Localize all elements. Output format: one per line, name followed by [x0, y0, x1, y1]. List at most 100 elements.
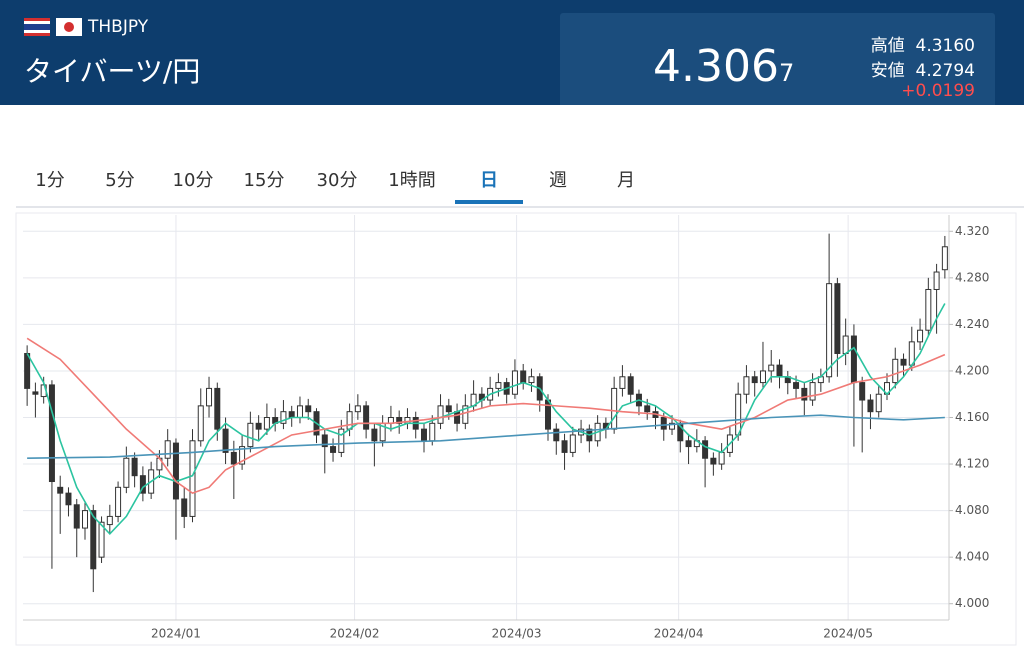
candle-body [437, 405, 444, 424]
candle-body [429, 422, 436, 442]
candle-body [669, 422, 676, 430]
candle-body [892, 358, 899, 384]
tab[interactable]: 5分 [105, 170, 135, 191]
candle-body [462, 405, 469, 424]
candle-body [48, 384, 55, 483]
header: THBJPY タイバーツ/円 4.3067 高値 4.3160 安値 4.279… [0, 0, 1024, 105]
x-tick-label: 2024/04 [654, 627, 704, 641]
tab[interactable]: 週 [549, 170, 567, 191]
candle-body [569, 434, 576, 453]
low-label: 安値 [870, 61, 905, 81]
candle-body [263, 417, 270, 430]
candle-body [627, 376, 634, 395]
candle-body [809, 382, 816, 401]
candle-body [768, 364, 775, 372]
candle-body [90, 510, 97, 570]
candle-body [495, 382, 502, 389]
candle-body [321, 434, 328, 448]
candle-body [420, 428, 427, 442]
candle-body [743, 376, 750, 395]
y-tick-label: 4.200 [955, 363, 989, 377]
candle-body [925, 288, 932, 331]
candle-body [164, 440, 171, 459]
y-tick-label: 4.000 [955, 596, 989, 610]
tab[interactable]: 日 [455, 166, 523, 204]
candle-body [24, 352, 31, 389]
y-tick-label: 4.120 [955, 457, 989, 471]
pair-name: タイバーツ/円 [24, 55, 201, 88]
tab[interactable]: 15分 [243, 170, 285, 191]
candle-body [867, 399, 874, 413]
candle-body [759, 370, 766, 384]
tab[interactable]: 10分 [172, 170, 214, 191]
change: +0.0199 [901, 81, 975, 101]
candle-body [172, 442, 179, 500]
candle-body [197, 405, 204, 442]
plot-frame [15, 212, 1017, 646]
y-tick-label: 4.080 [955, 503, 989, 517]
candle-body [82, 510, 89, 529]
candle-body [371, 428, 378, 442]
high-label: 高値 [870, 36, 905, 56]
candle-body [98, 521, 105, 558]
candle-body [206, 387, 213, 407]
tab[interactable]: 1時間 [388, 170, 436, 191]
candle-body [255, 422, 262, 430]
high: 高値 4.3160 [871, 31, 975, 56]
candle-body [181, 498, 188, 517]
candle-body [801, 387, 808, 401]
moving-average [26, 337, 946, 495]
candle-body [363, 405, 370, 430]
candle-body [941, 246, 948, 271]
candle-body [520, 370, 527, 384]
quote-box: 4.3067 高値 4.3160 安値 4.2794 +0.0199 [560, 13, 995, 105]
y-tick-label: 4.280 [955, 270, 989, 284]
x-tick-label: 2024/01 [151, 627, 201, 641]
candle-body [900, 358, 907, 366]
candle-body [917, 329, 924, 343]
candle-body [106, 515, 113, 526]
candle-body [57, 486, 64, 494]
candle-body [214, 387, 221, 430]
candle-body [288, 411, 295, 418]
candle-body [131, 457, 138, 477]
tab[interactable]: 1分 [35, 170, 65, 191]
candle-body [396, 417, 403, 424]
candle-body [528, 376, 535, 384]
candle-body [702, 440, 709, 459]
y-tick-label: 4.040 [955, 550, 989, 564]
candle-body [230, 451, 237, 465]
candle-body [850, 335, 857, 384]
candle-body [511, 370, 518, 395]
candle-body [280, 411, 287, 424]
y-tick-label: 4.240 [955, 317, 989, 331]
tab[interactable]: 月 [617, 170, 635, 191]
high-value: 4.3160 [915, 36, 975, 56]
y-tick-label: 4.320 [955, 224, 989, 238]
candle-body [338, 428, 345, 453]
candle-body [305, 405, 312, 413]
candle-body [826, 283, 833, 378]
candle-body [73, 504, 80, 529]
candle-body [718, 451, 725, 465]
candle-body [751, 376, 758, 384]
candle-body [619, 376, 626, 389]
moving-average [26, 303, 946, 536]
candle-body [330, 446, 337, 453]
candle-body [644, 405, 651, 413]
candle-body [454, 411, 461, 424]
candle-body [239, 446, 246, 465]
moving-average [27, 414, 945, 460]
candle-body [710, 457, 717, 465]
tabs: 1分 5分 10分 15分 30分 1時間日 週 月 [16, 150, 1024, 208]
low: 安値 4.2794 [871, 56, 975, 81]
candle-body [354, 405, 361, 413]
candle-body [933, 271, 940, 290]
tab[interactable]: 30分 [316, 170, 358, 191]
price-small: 7 [778, 59, 795, 87]
candle-body [445, 405, 452, 413]
price: 4.3067 [653, 41, 794, 92]
candle-body [247, 422, 254, 448]
